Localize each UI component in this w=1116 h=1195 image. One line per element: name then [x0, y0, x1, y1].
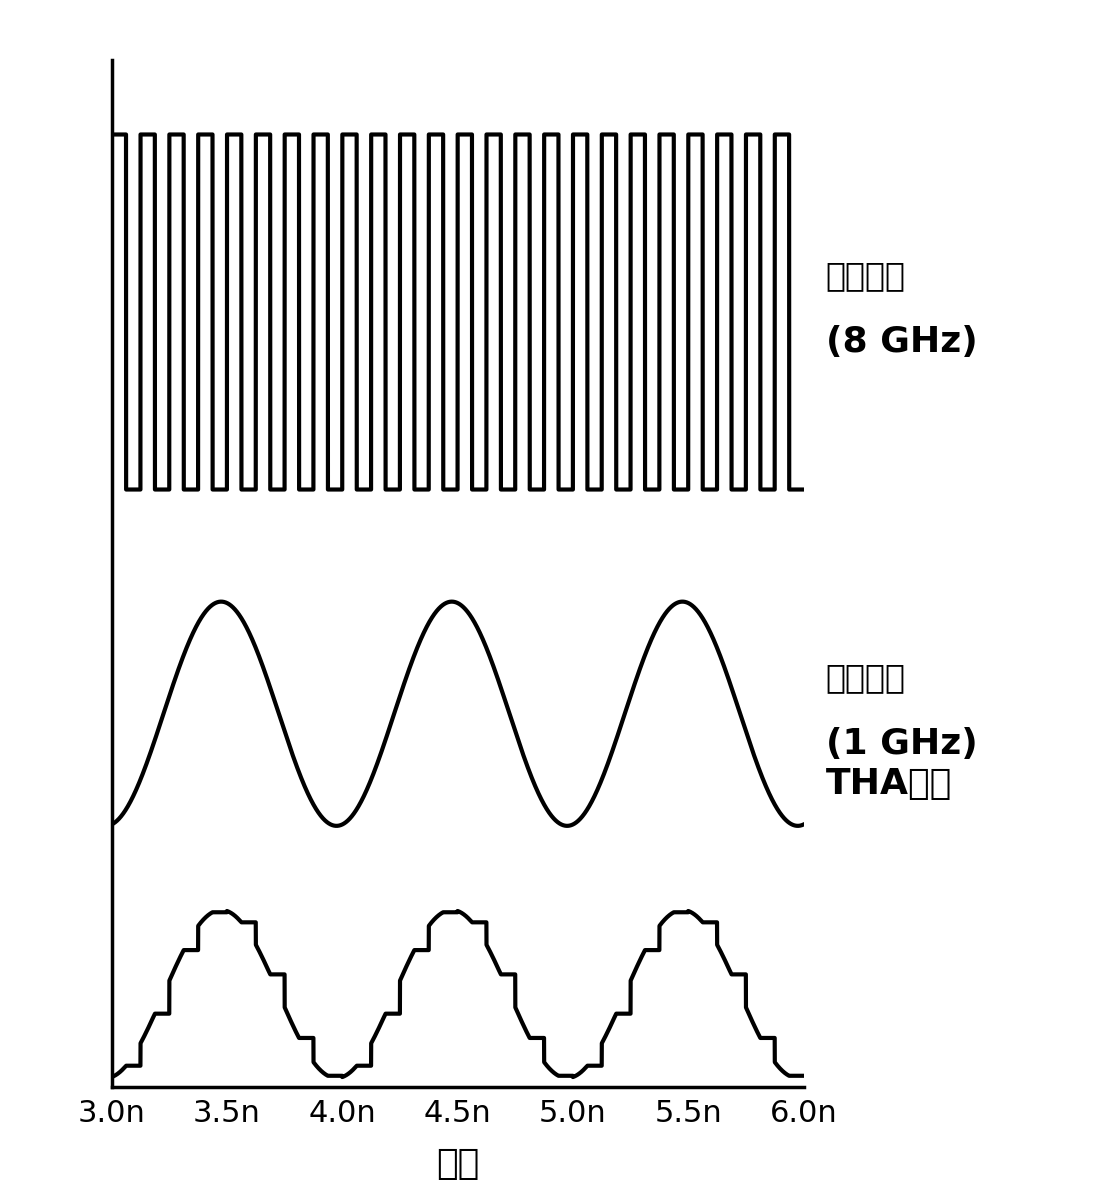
- Text: 模拟输入: 模拟输入: [826, 661, 906, 694]
- Text: THA输出: THA输出: [826, 767, 952, 801]
- Text: 时钟信号: 时钟信号: [826, 259, 906, 293]
- Text: (1 GHz): (1 GHz): [826, 727, 978, 760]
- Text: (8 GHz): (8 GHz): [826, 325, 978, 358]
- X-axis label: 时间: 时间: [436, 1147, 479, 1181]
